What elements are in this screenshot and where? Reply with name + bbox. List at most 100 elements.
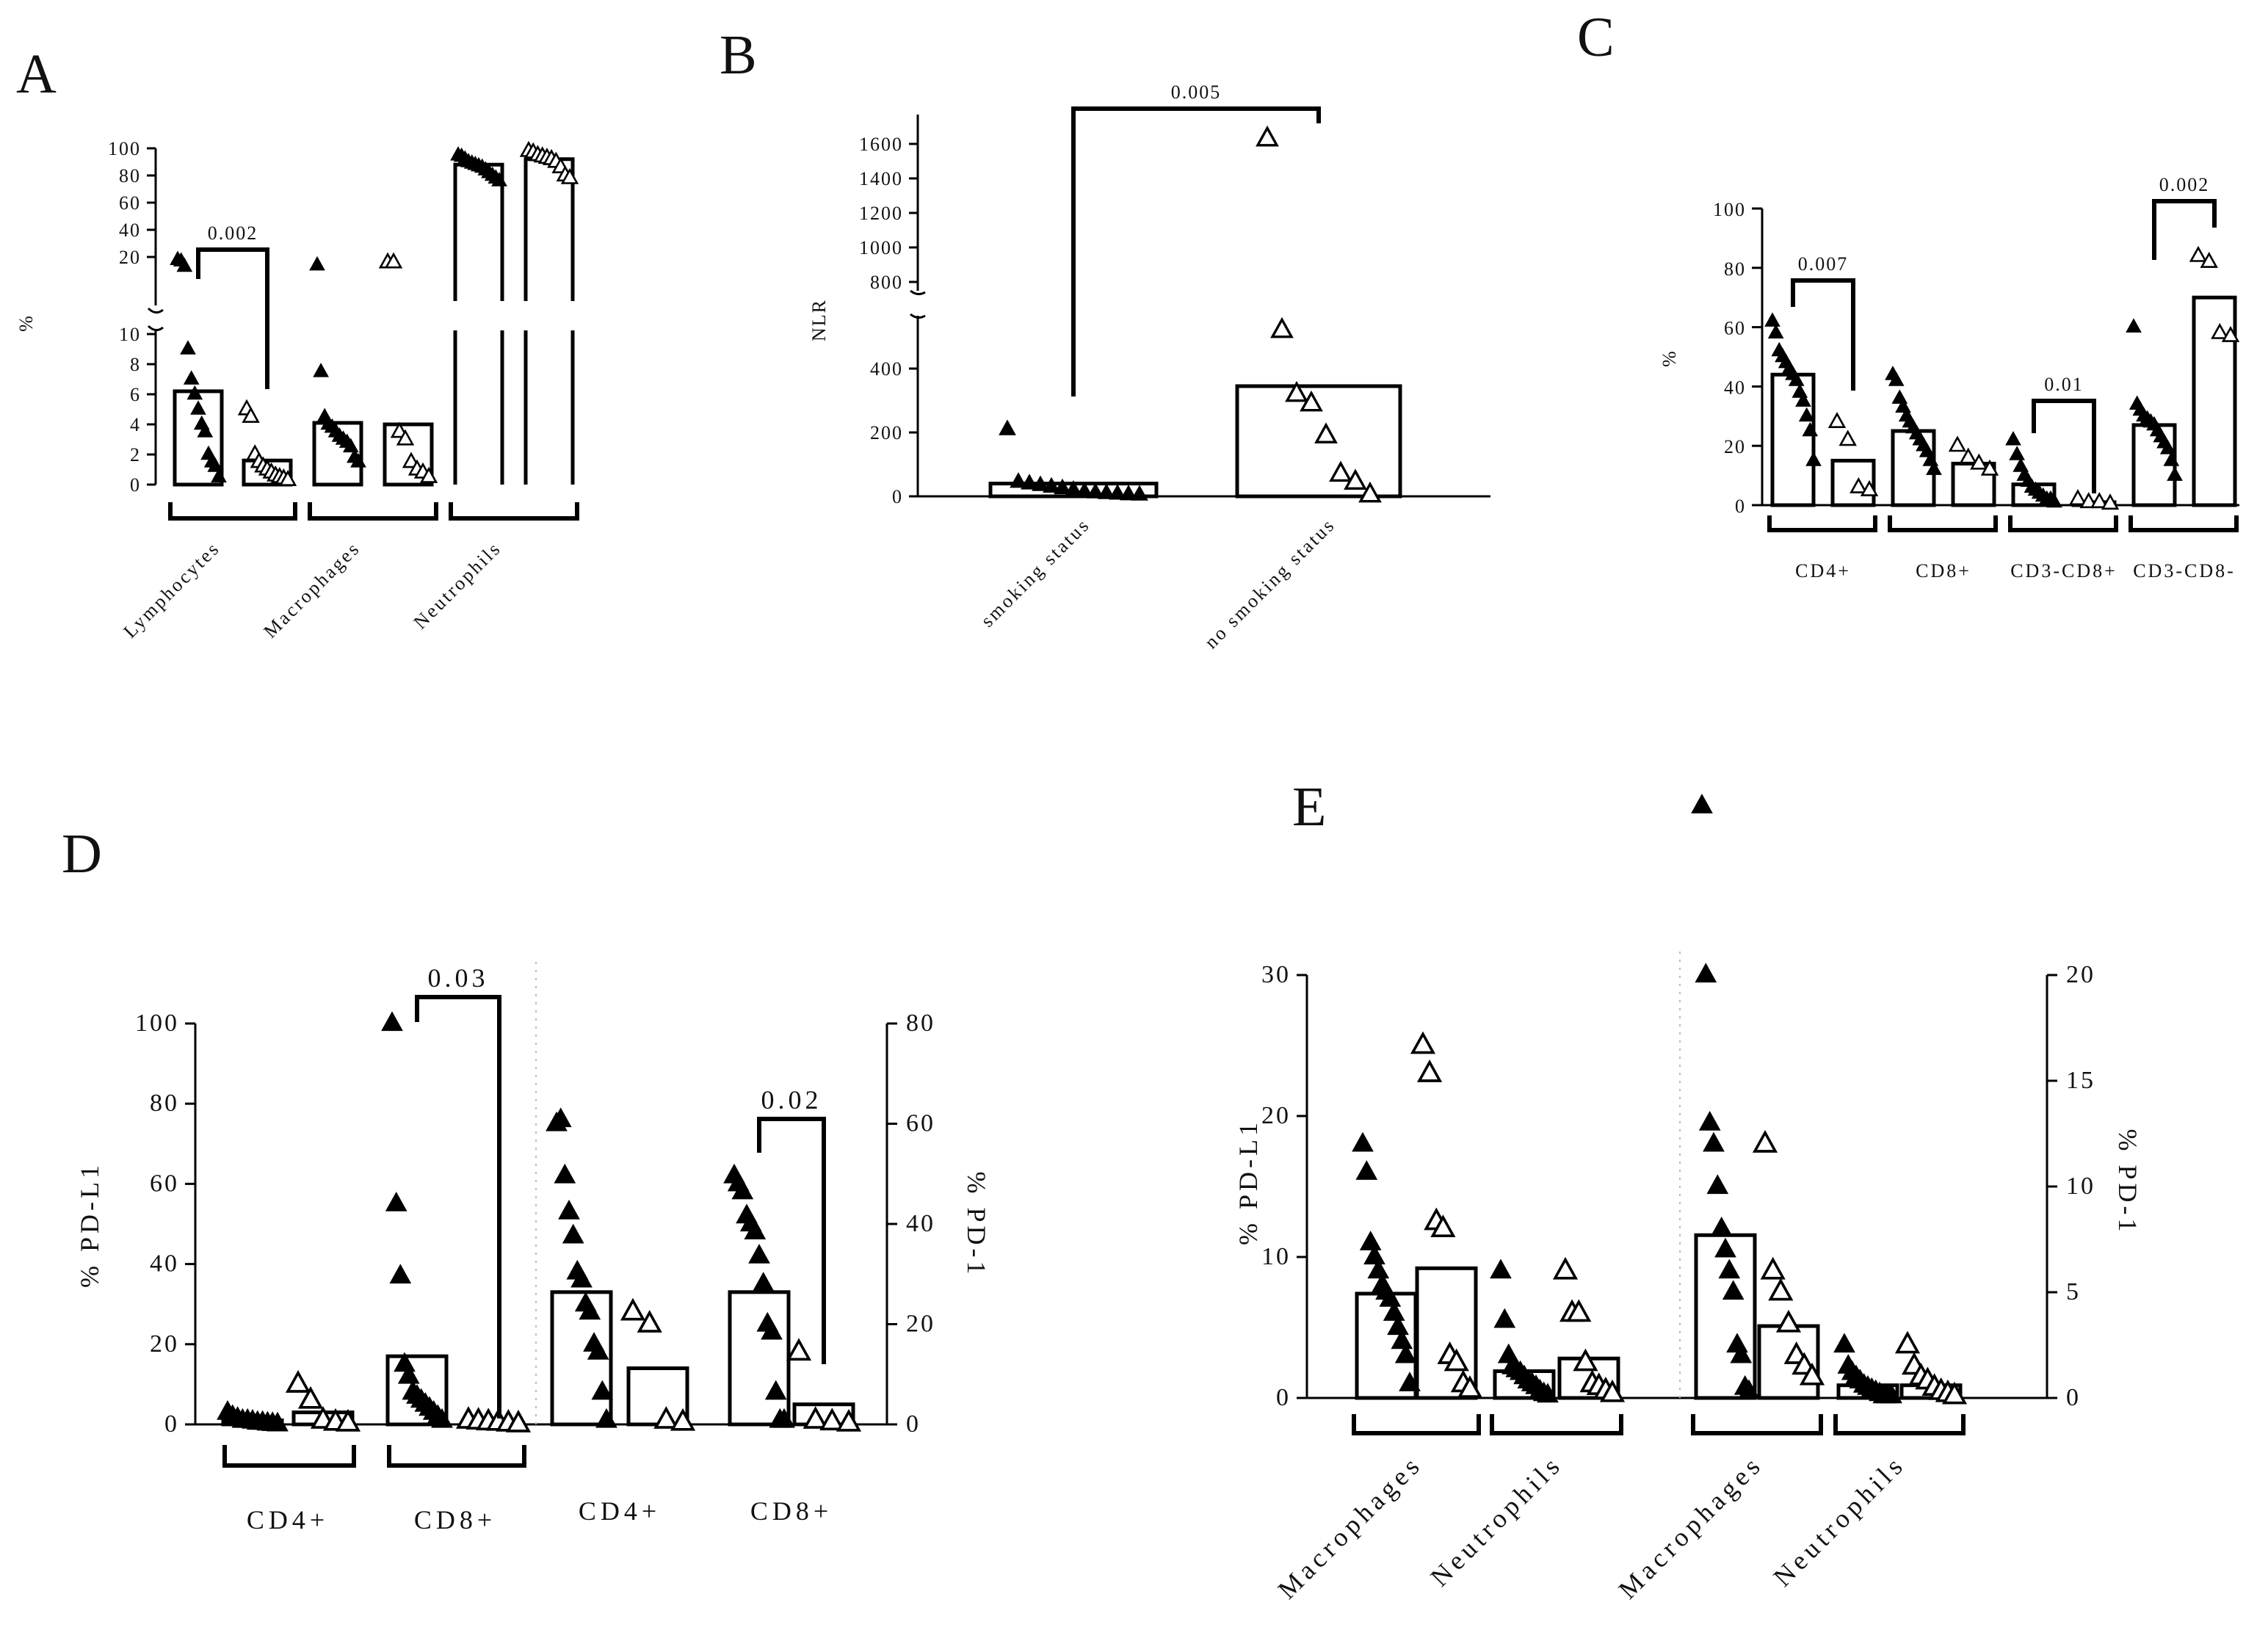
b-point-open	[1270, 316, 1294, 338]
c-point-open	[1980, 459, 1999, 476]
d-y-right-tick-label: 80	[906, 1010, 935, 1037]
c-group-label: CD3-CD8+	[2010, 560, 2117, 582]
a-point-filled	[309, 256, 325, 271]
e-point-filled	[1383, 1301, 1405, 1321]
b-y-tick-label: 200	[870, 422, 903, 443]
b-point-filled	[1076, 482, 1093, 498]
a-group-label: Macrophages	[259, 537, 364, 642]
e-point-filled	[1703, 1131, 1725, 1152]
a-y-tick-label: 8	[130, 354, 141, 375]
d-point-filled	[752, 1272, 775, 1291]
e-point-open	[1775, 1309, 1802, 1333]
a-point-filled	[491, 172, 507, 186]
c-point-open	[1860, 479, 1879, 496]
a-y-tick-label: 10	[119, 324, 141, 345]
d-point-filled	[731, 1179, 754, 1200]
e-point-filled	[1691, 793, 1713, 814]
a-group-label: Lymphocytes	[119, 537, 224, 642]
a-group-bracket	[449, 502, 579, 521]
e-point-open	[1552, 1256, 1579, 1280]
c-point-open	[2200, 251, 2218, 268]
a-point-open	[242, 406, 260, 423]
c-group-bracket	[2129, 515, 2239, 532]
e-y-left-tick-label: 0	[1276, 1384, 1291, 1411]
c-bar-open	[2192, 295, 2237, 507]
e-point-open	[1894, 1330, 1921, 1354]
a-y-tick-label: 0	[130, 474, 141, 496]
d-point-filled	[587, 1340, 609, 1360]
d-y-left-tick-label: 20	[150, 1330, 179, 1358]
b-point-filled	[1087, 482, 1104, 499]
d-point-filled	[591, 1380, 614, 1400]
d-point-open	[786, 1338, 812, 1361]
panel-letter-a: A	[16, 43, 57, 105]
e-point-filled	[1695, 963, 1717, 983]
e-point-filled	[1399, 1372, 1421, 1391]
a-group-bracket	[308, 502, 438, 521]
e-point-open	[1941, 1381, 1968, 1405]
e-point-filled	[1714, 1237, 1736, 1258]
e-y-right-tick-label: 15	[2066, 1067, 2095, 1094]
d-point-filled	[579, 1300, 601, 1320]
c-bar-open	[1830, 458, 1876, 507]
e-point-filled	[1833, 1333, 1855, 1353]
e-y-right-tick-label: 0	[2066, 1384, 2081, 1411]
d-y-right-tick-label: 40	[906, 1210, 935, 1237]
a-bar-open	[524, 157, 575, 485]
d-point-filled	[389, 1264, 412, 1284]
c-point-filled	[2163, 452, 2180, 466]
a-bar-open	[383, 422, 434, 487]
d-y-left-title: % PD-L1	[75, 1162, 104, 1288]
c-bar-filled	[1891, 429, 1936, 507]
e-point-filled	[1359, 1231, 1382, 1250]
b-point-open	[1300, 390, 1323, 412]
e-point-open	[1599, 1379, 1626, 1402]
b-point-filled	[1120, 485, 1137, 501]
e-y-left-title: % PD-L1	[1233, 1119, 1263, 1245]
d-point-open	[285, 1370, 311, 1393]
e-point-open	[1752, 1130, 1778, 1153]
b-y-tick-label: 1000	[859, 237, 903, 258]
c-point-open	[1827, 412, 1847, 429]
d-group-bracket	[387, 1445, 526, 1468]
b-point-filled	[1109, 484, 1126, 500]
a-point-filled	[183, 370, 200, 385]
d-y-right-title: % PD-1	[962, 1172, 991, 1278]
a-point-filled	[211, 468, 227, 483]
d-significance-pdl1-p-value: 0.03	[428, 963, 489, 993]
e-group-bracket	[1490, 1414, 1623, 1435]
e-point-filled	[1363, 1245, 1385, 1265]
c-group-bracket	[1767, 515, 1877, 532]
b-y-tick-label: 400	[870, 358, 903, 380]
a-point-open	[560, 167, 579, 184]
c-y-tick-label: 0	[1735, 496, 1746, 517]
a-point-open	[278, 470, 297, 487]
c-significance-cd3cd8neg-p-value: 0.002	[2159, 174, 2210, 195]
c-point-filled	[1764, 312, 1780, 327]
d-point-filled	[773, 1408, 795, 1428]
e-point-filled	[1718, 1258, 1741, 1279]
d-y-left-tick-label: 0	[164, 1410, 179, 1438]
e-point-filled	[1537, 1383, 1559, 1403]
d-point-open	[836, 1408, 862, 1432]
d-point-filled	[761, 1319, 783, 1340]
d-point-open	[803, 1406, 828, 1429]
d-point-filled	[570, 1267, 593, 1288]
e-y-right-tick-label: 10	[2066, 1173, 2095, 1200]
e-point-filled	[1706, 1174, 1729, 1195]
d-point-filled	[562, 1223, 584, 1244]
d-point-filled	[397, 1363, 420, 1384]
c-point-open	[1970, 453, 1988, 470]
d-point-open	[653, 1406, 679, 1429]
e-point-open	[1457, 1375, 1483, 1398]
d-point-open	[819, 1408, 845, 1431]
d-bar-open	[626, 1366, 689, 1427]
c-point-filled	[1767, 324, 1784, 338]
a-point-filled	[186, 385, 203, 400]
b-y-tick-label: 0	[892, 486, 903, 507]
e-point-open	[1573, 1348, 1598, 1372]
d-point-filled	[385, 1192, 407, 1211]
b-point-filled	[1054, 478, 1071, 495]
d-y-left-tick-label: 60	[150, 1170, 179, 1197]
